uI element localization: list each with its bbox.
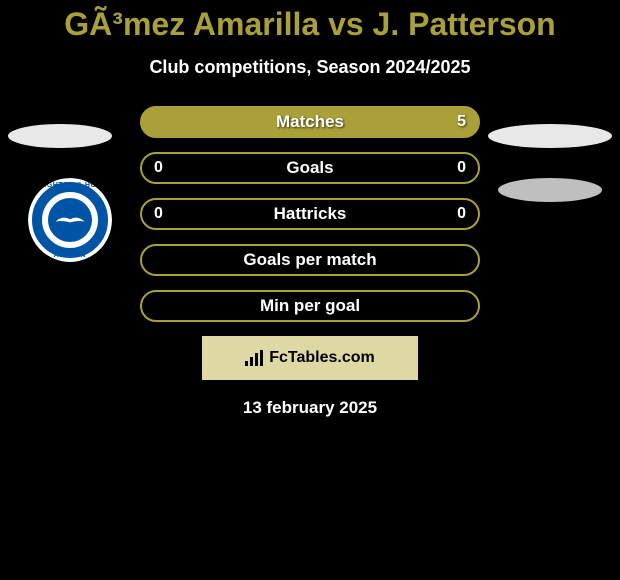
stat-value-right: 5: [457, 113, 466, 131]
left-placeholder-ellipse: [8, 124, 112, 148]
stat-bar: Goals per match: [140, 244, 480, 276]
right-placeholder-ellipse-2: [498, 178, 602, 202]
stat-label: Hattricks: [274, 204, 347, 224]
date-text: 13 february 2025: [0, 398, 620, 418]
page-title: GÃ³mez Amarilla vs J. Patterson: [0, 0, 620, 47]
stat-value-left: 0: [154, 159, 163, 177]
stat-bar: Min per goal: [140, 290, 480, 322]
stat-value-right: 0: [457, 159, 466, 177]
bars-chart-icon: [245, 350, 263, 366]
badge-text-top: BRIGHTON & HOVE: [28, 182, 112, 189]
stat-row: Min per goal: [0, 290, 620, 322]
fctables-text: FcTables.com: [269, 349, 375, 367]
right-placeholder-ellipse-1: [488, 124, 612, 148]
stat-value-right: 0: [457, 205, 466, 223]
seagull-icon: [54, 215, 86, 225]
subtitle: Club competitions, Season 2024/2025: [0, 57, 620, 78]
stat-label: Min per goal: [260, 296, 360, 316]
stat-label: Goals: [286, 158, 333, 178]
club-badge-brighton: BRIGHTON & HOVE ALBION: [28, 178, 112, 262]
stat-value-left: 0: [154, 205, 163, 223]
stat-label: Matches: [276, 112, 344, 132]
stat-bar: Hattricks 0 0: [140, 198, 480, 230]
comparison-widget: GÃ³mez Amarilla vs J. Patterson Club com…: [0, 0, 620, 418]
stat-label: Goals per match: [243, 250, 376, 270]
stat-bar: Matches 5: [140, 106, 480, 138]
fctables-watermark: FcTables.com: [202, 336, 418, 380]
stat-bar: Goals 0 0: [140, 152, 480, 184]
badge-text-bottom: ALBION: [28, 252, 112, 259]
